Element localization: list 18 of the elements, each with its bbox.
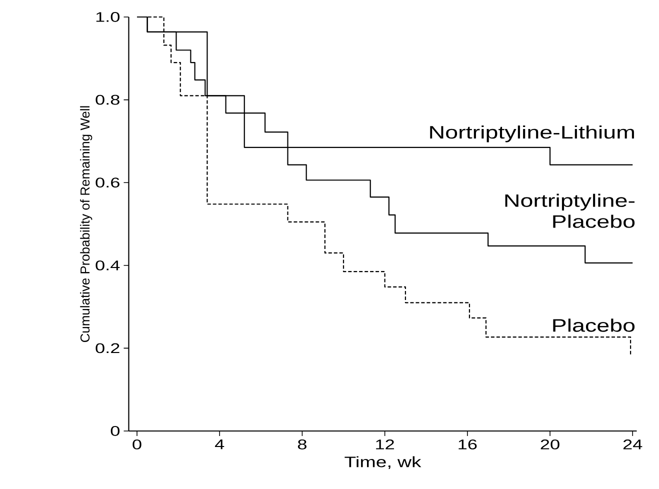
y-tick-label: 0.6 xyxy=(96,178,120,188)
series-label: Nortriptyline-Lithium xyxy=(430,125,634,142)
y-tick-label: 0.2 xyxy=(96,343,120,354)
x-tick-label: 4 xyxy=(214,440,224,450)
y-axis-title: Cumulative Probability of Remaining Well xyxy=(80,106,92,342)
y-tick-label: 0.4 xyxy=(96,260,120,270)
x-axis-title: Time, wk xyxy=(344,456,422,469)
series-label: Nortriptyline-Placebo xyxy=(505,194,635,228)
x-tick-label: 20 xyxy=(540,440,560,450)
x-tick-label: 0 xyxy=(132,440,142,450)
x-tick-label: 24 xyxy=(623,440,642,450)
y-tick-label: 1.0 xyxy=(96,12,120,22)
y-tick-label: 0.8 xyxy=(96,94,120,105)
x-tick-label: 12 xyxy=(376,440,394,450)
y-tick-label: 0 xyxy=(110,426,120,436)
series-label: Placebo xyxy=(553,318,635,332)
x-tick-label: 16 xyxy=(458,440,477,450)
x-tick-label: 8 xyxy=(298,440,306,450)
